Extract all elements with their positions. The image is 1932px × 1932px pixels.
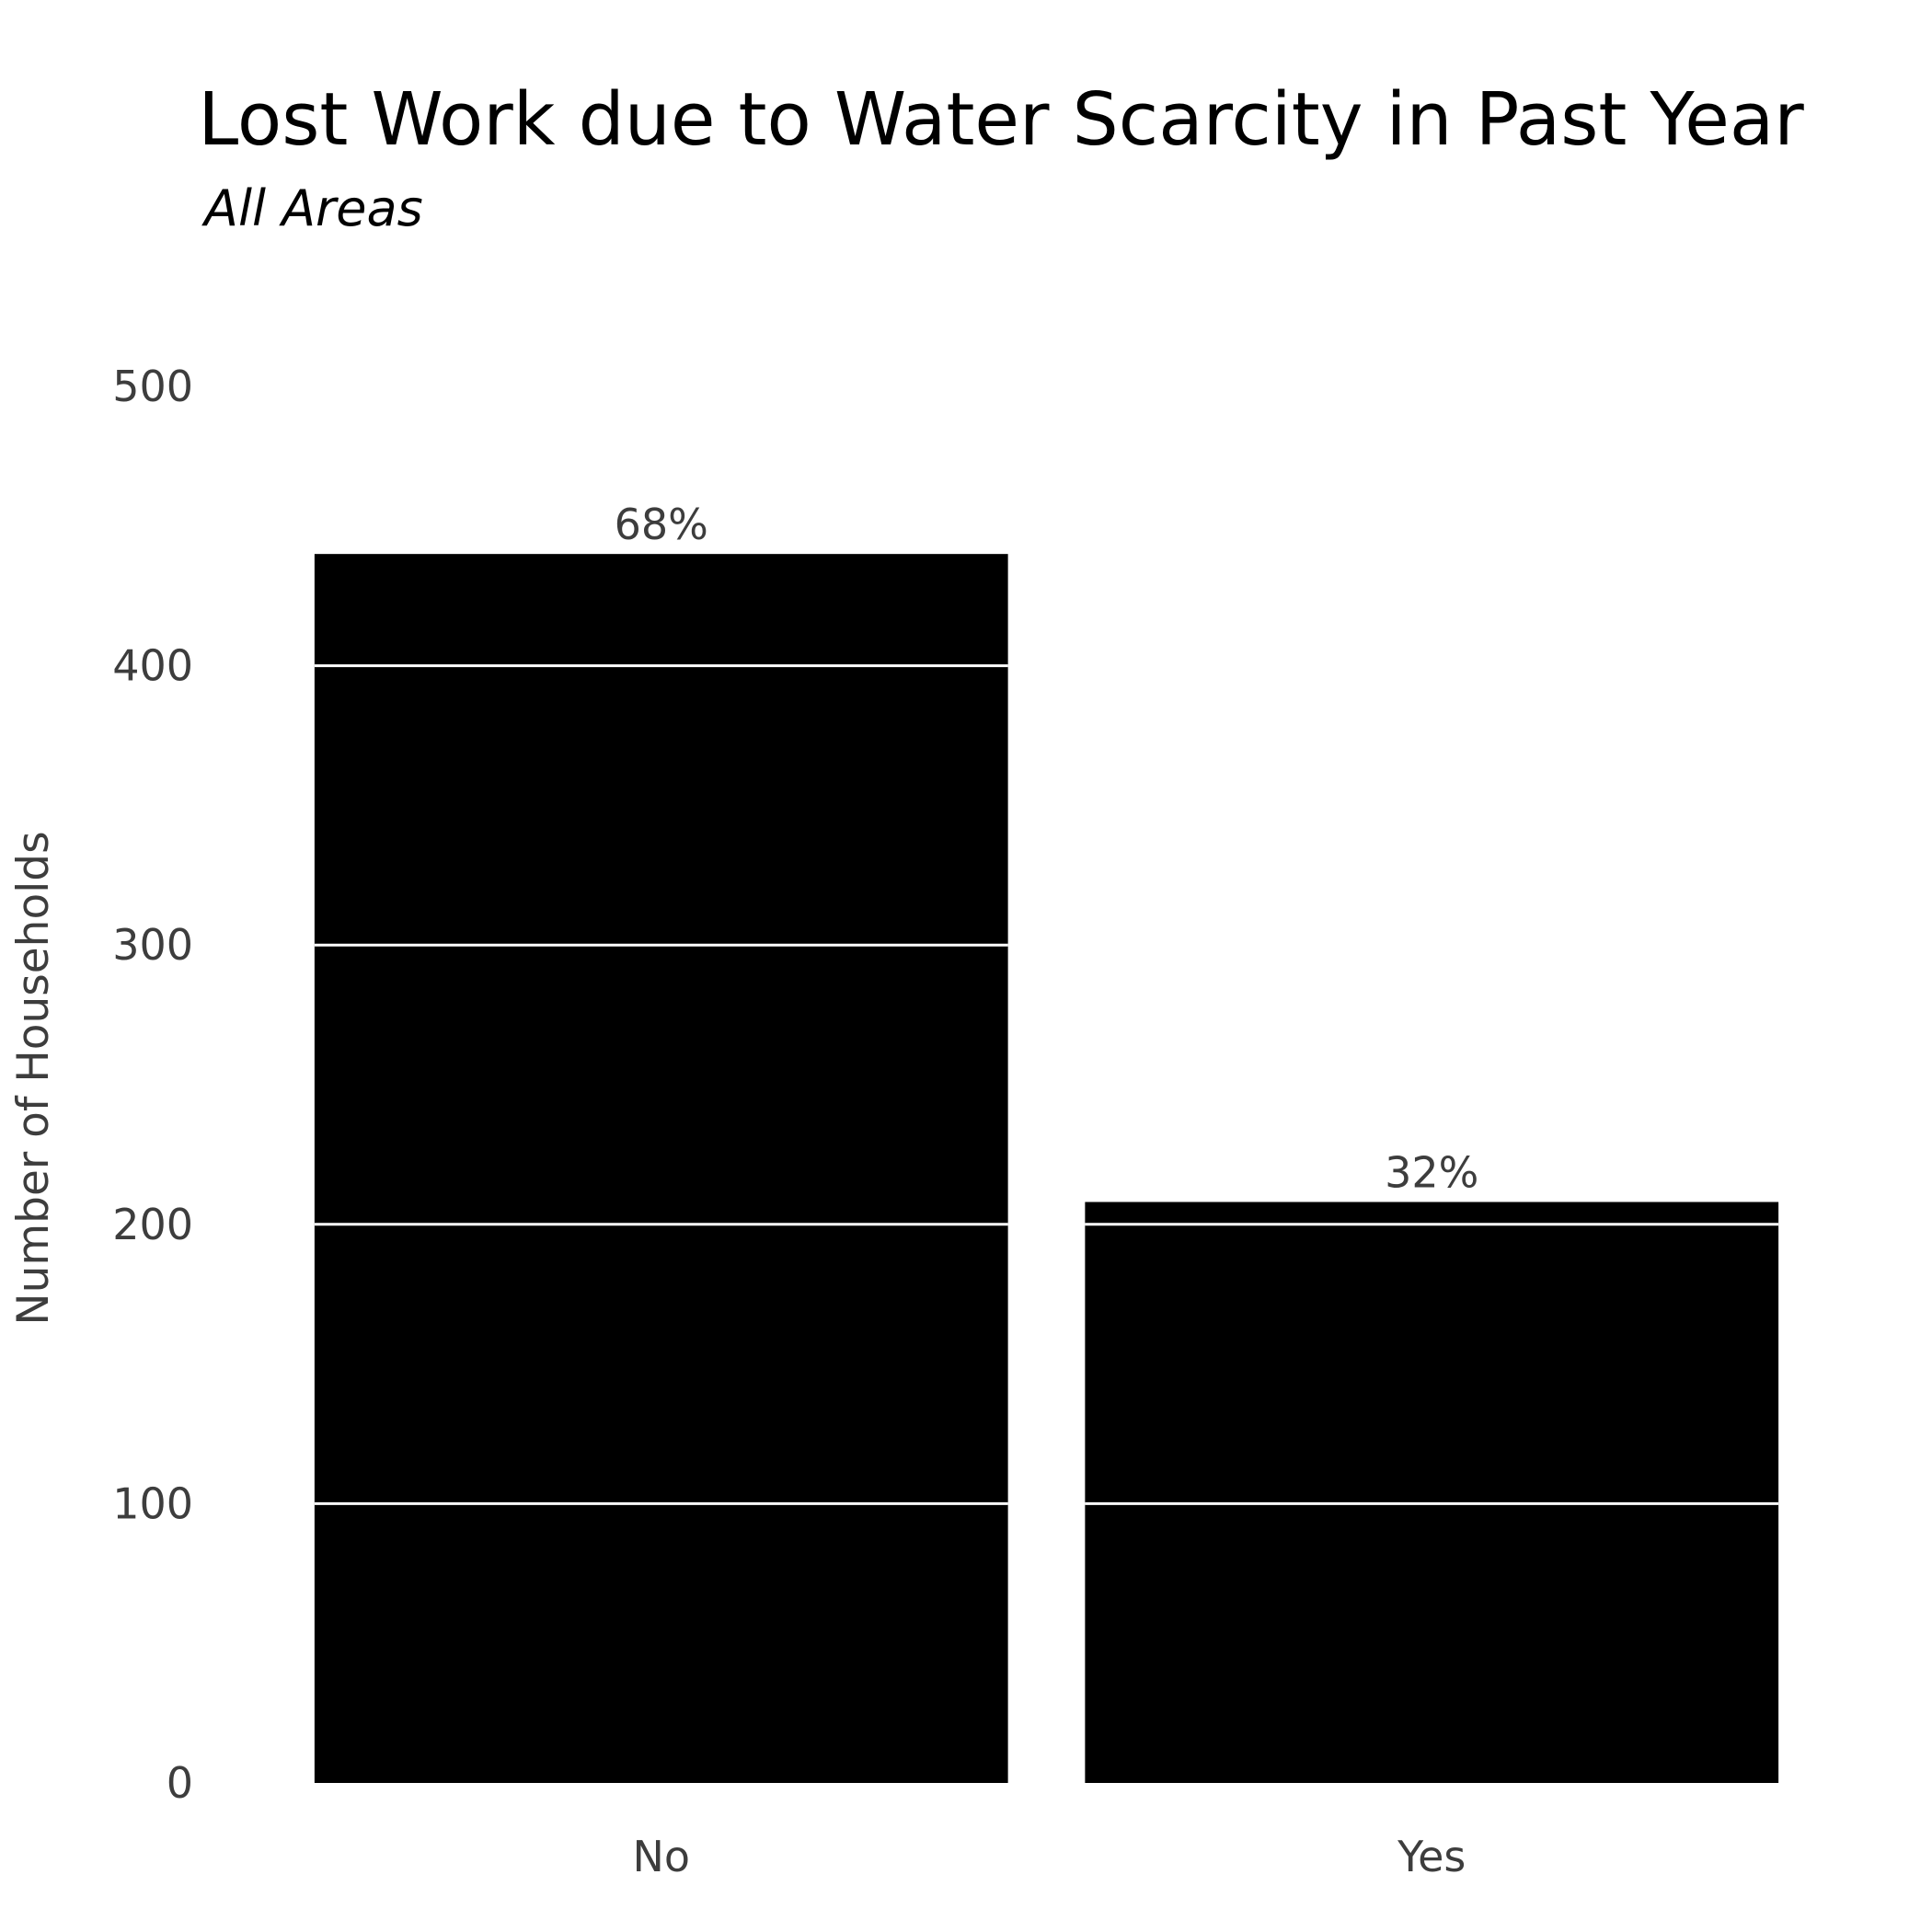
- y-tick-label: 100: [112, 1478, 193, 1528]
- x-axis-ticks: No Yes: [632, 1832, 1466, 1881]
- y-axis-ticks: 0 100 200 300 400 500: [112, 362, 193, 1808]
- y-tick-label: 300: [112, 920, 193, 970]
- gridlines-group: [314, 664, 1779, 1505]
- bar-data-label: 32%: [1385, 1148, 1478, 1198]
- x-tick-label: No: [632, 1832, 690, 1881]
- chart-subtitle: All Areas: [201, 179, 423, 237]
- bar-labels-group: 68% 32%: [615, 500, 1479, 1197]
- bar-no: [314, 554, 1008, 1784]
- bar-yes: [1085, 1202, 1779, 1783]
- y-axis-title: Number of Households: [8, 831, 59, 1325]
- y-tick-label: 200: [112, 1200, 193, 1249]
- bar-data-label: 68%: [615, 500, 708, 549]
- y-tick-label: 0: [167, 1758, 193, 1808]
- y-tick-label: 500: [112, 362, 193, 411]
- chart-title: Lost Work due to Water Scarcity in Past …: [198, 77, 1804, 162]
- bars-group: [314, 554, 1779, 1784]
- y-tick-label: 400: [112, 641, 193, 691]
- x-tick-label: Yes: [1397, 1832, 1466, 1881]
